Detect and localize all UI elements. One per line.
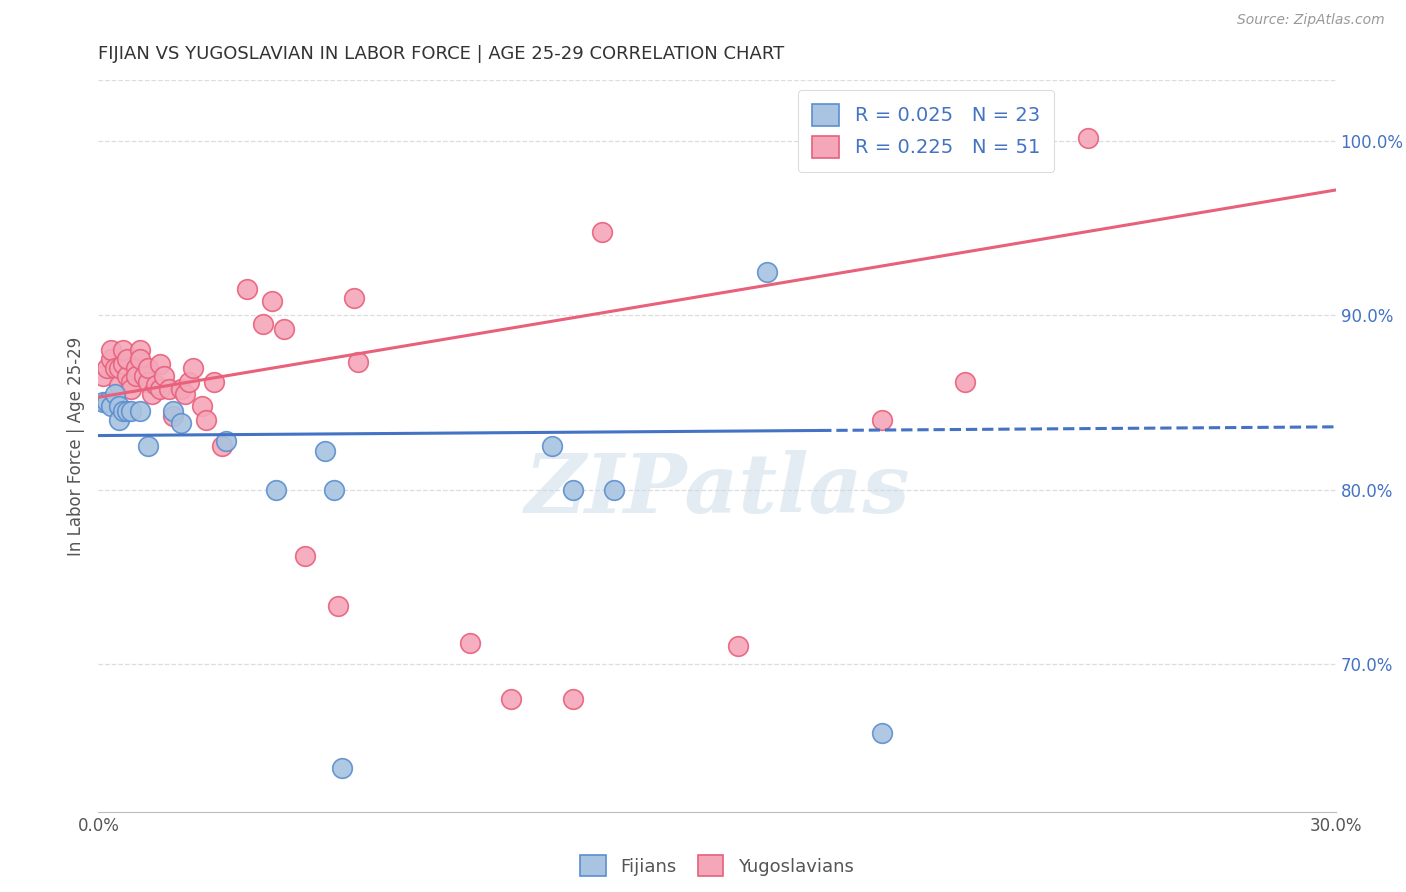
Point xyxy=(953,375,976,389)
Point xyxy=(211,439,233,453)
Point xyxy=(112,357,135,371)
Point xyxy=(145,378,167,392)
Text: Source: ZipAtlas.com: Source: ZipAtlas.com xyxy=(1237,13,1385,28)
Point xyxy=(162,404,184,418)
Point xyxy=(179,375,201,389)
Point xyxy=(117,351,139,366)
Point xyxy=(128,343,150,358)
Point xyxy=(117,369,139,384)
Point xyxy=(136,439,159,453)
Legend: Fijians, Yugoslavians: Fijians, Yugoslavians xyxy=(574,848,860,883)
Point xyxy=(343,291,366,305)
Point xyxy=(458,636,481,650)
Point xyxy=(190,399,212,413)
Point xyxy=(153,369,176,384)
Point xyxy=(124,369,146,384)
Point xyxy=(96,360,118,375)
Point xyxy=(120,404,142,418)
Point xyxy=(91,395,114,409)
Point xyxy=(603,483,626,497)
Point xyxy=(591,225,613,239)
Point xyxy=(561,483,583,497)
Point xyxy=(264,483,287,497)
Point xyxy=(260,294,283,309)
Point xyxy=(174,386,197,401)
Point xyxy=(202,375,225,389)
Point xyxy=(124,360,146,375)
Point xyxy=(104,386,127,401)
Point xyxy=(170,382,193,396)
Point xyxy=(108,399,131,413)
Point xyxy=(117,404,139,418)
Point xyxy=(120,382,142,396)
Point xyxy=(132,369,155,384)
Point xyxy=(326,599,349,614)
Point xyxy=(149,382,172,396)
Point xyxy=(104,360,127,375)
Point xyxy=(252,317,274,331)
Point xyxy=(215,434,238,448)
Point xyxy=(128,351,150,366)
Point xyxy=(100,351,122,366)
Point xyxy=(149,357,172,371)
Point xyxy=(294,549,316,563)
Point xyxy=(870,726,893,740)
Text: FIJIAN VS YUGOSLAVIAN IN LABOR FORCE | AGE 25-29 CORRELATION CHART: FIJIAN VS YUGOSLAVIAN IN LABOR FORCE | A… xyxy=(98,45,785,62)
Y-axis label: In Labor Force | Age 25-29: In Labor Force | Age 25-29 xyxy=(66,336,84,556)
Point xyxy=(136,360,159,375)
Point xyxy=(157,382,180,396)
Point xyxy=(136,375,159,389)
Point xyxy=(170,417,193,431)
Point xyxy=(120,375,142,389)
Point xyxy=(100,343,122,358)
Point xyxy=(236,282,259,296)
Point xyxy=(100,399,122,413)
Point xyxy=(322,483,344,497)
Point xyxy=(112,404,135,418)
Point xyxy=(561,691,583,706)
Point xyxy=(1077,130,1099,145)
Point xyxy=(727,640,749,654)
Point xyxy=(91,369,114,384)
Point xyxy=(314,444,336,458)
Point xyxy=(181,360,204,375)
Point xyxy=(128,404,150,418)
Point xyxy=(194,413,217,427)
Text: ZIPatlas: ZIPatlas xyxy=(524,450,910,530)
Point xyxy=(870,413,893,427)
Point xyxy=(108,413,131,427)
Point xyxy=(108,360,131,375)
Point xyxy=(347,355,370,369)
Point xyxy=(499,691,522,706)
Point xyxy=(273,322,295,336)
Point xyxy=(330,761,353,775)
Point xyxy=(108,378,131,392)
Point xyxy=(96,395,118,409)
Point xyxy=(162,409,184,424)
Point xyxy=(112,343,135,358)
Point xyxy=(541,439,564,453)
Point xyxy=(755,265,778,279)
Point xyxy=(141,386,163,401)
